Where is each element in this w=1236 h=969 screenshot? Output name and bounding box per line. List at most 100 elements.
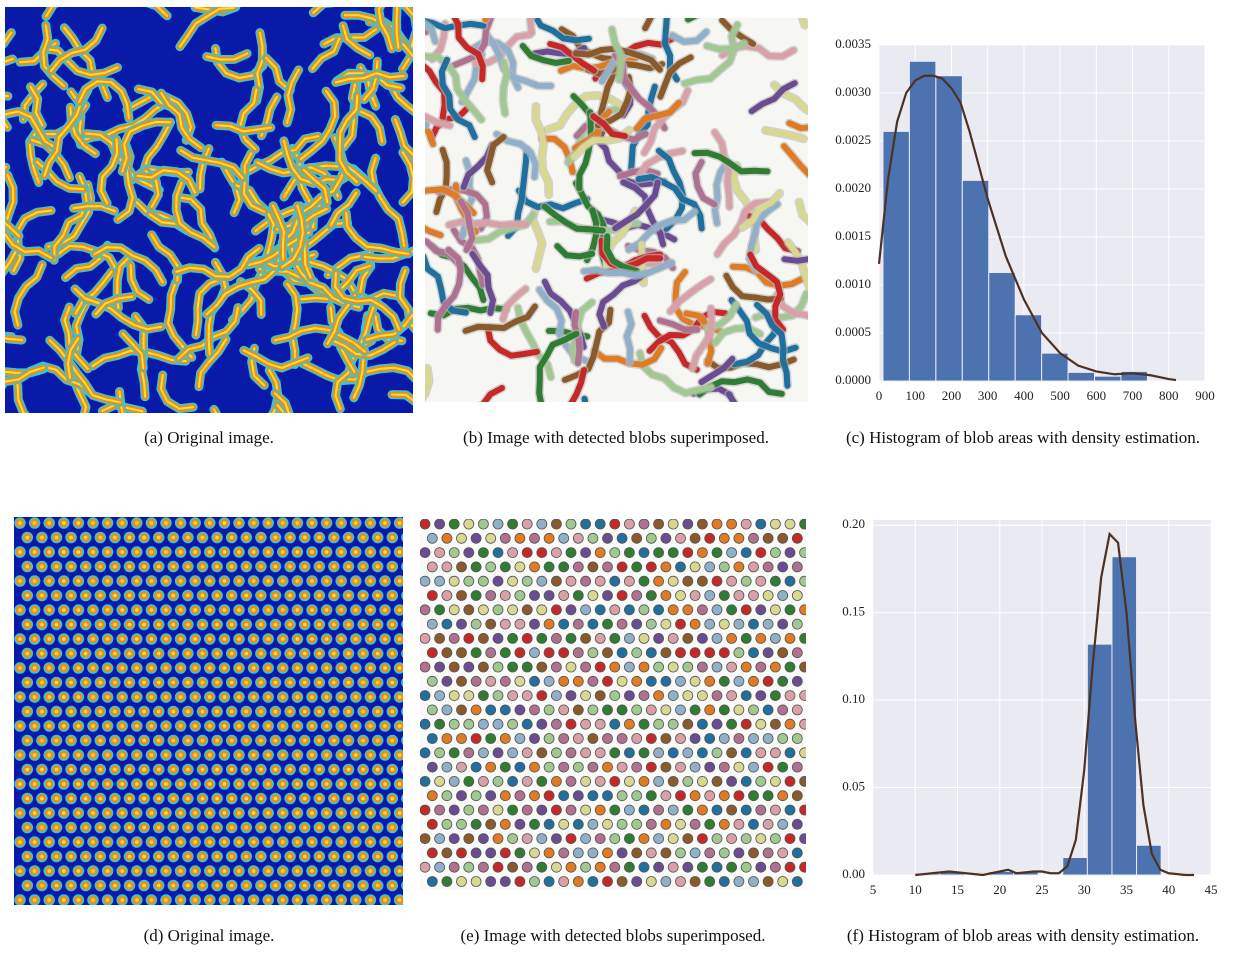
dot-core bbox=[303, 855, 307, 859]
blob bbox=[435, 519, 445, 529]
blob bbox=[639, 633, 649, 643]
blob bbox=[639, 834, 649, 844]
blob bbox=[778, 762, 788, 772]
dot-core bbox=[135, 898, 139, 902]
blob bbox=[800, 776, 810, 786]
blob bbox=[712, 748, 722, 758]
dot-core bbox=[252, 898, 256, 902]
blob bbox=[688, 0, 739, 20]
dot bbox=[402, 794, 412, 804]
dot-core bbox=[91, 579, 95, 583]
stripe bbox=[0, 381, 5, 428]
blob bbox=[778, 676, 788, 686]
blob bbox=[727, 748, 737, 758]
stripe bbox=[0, 381, 5, 428]
blob bbox=[639, 576, 649, 586]
dot-core bbox=[69, 826, 73, 830]
dot-core bbox=[405, 565, 409, 569]
dot-core bbox=[281, 724, 285, 728]
blob bbox=[551, 633, 561, 643]
dot bbox=[402, 852, 412, 862]
dot-core bbox=[164, 695, 168, 699]
blob bbox=[566, 662, 576, 672]
blob bbox=[741, 805, 751, 815]
dot-core bbox=[223, 869, 227, 873]
dot-core bbox=[128, 681, 132, 685]
blob bbox=[457, 562, 467, 572]
dot-core bbox=[62, 869, 66, 873]
blob bbox=[792, 848, 802, 858]
dot-core bbox=[135, 840, 139, 844]
dot-core bbox=[266, 811, 270, 815]
blob bbox=[785, 862, 795, 872]
dot-core bbox=[274, 768, 278, 772]
dot-core bbox=[230, 565, 234, 569]
blob bbox=[551, 662, 561, 672]
blob bbox=[530, 533, 540, 543]
dot-core bbox=[266, 637, 270, 641]
dot-core bbox=[106, 782, 110, 786]
blob bbox=[617, 848, 627, 858]
blob bbox=[770, 805, 780, 815]
dot-core bbox=[186, 855, 190, 859]
blob bbox=[756, 519, 766, 529]
dot-core bbox=[186, 768, 190, 772]
dot-core bbox=[325, 724, 329, 728]
dot-core bbox=[215, 681, 219, 685]
blob bbox=[683, 776, 693, 786]
blob bbox=[785, 748, 795, 758]
blob bbox=[573, 676, 583, 686]
blob bbox=[508, 748, 518, 758]
dot-core bbox=[62, 811, 66, 815]
dot-core bbox=[252, 724, 256, 728]
blob bbox=[683, 576, 693, 586]
dot-core bbox=[310, 666, 314, 670]
blob bbox=[727, 633, 737, 643]
dot-core bbox=[77, 898, 81, 902]
dot-core bbox=[193, 550, 197, 554]
blob bbox=[763, 533, 773, 543]
blob bbox=[697, 576, 707, 586]
dot-core bbox=[164, 579, 168, 583]
dot-core bbox=[91, 869, 95, 873]
blob bbox=[508, 605, 518, 615]
dot-core bbox=[69, 652, 73, 656]
blob bbox=[778, 619, 788, 629]
dot-core bbox=[18, 666, 22, 670]
blob bbox=[690, 705, 700, 715]
blob bbox=[690, 819, 700, 829]
dot-core bbox=[99, 652, 103, 656]
blob bbox=[654, 691, 664, 701]
blob bbox=[690, 619, 700, 629]
blob bbox=[617, 533, 627, 543]
blob bbox=[756, 576, 766, 586]
blob bbox=[522, 662, 532, 672]
blob bbox=[486, 819, 496, 829]
blob bbox=[756, 605, 766, 615]
dot-core bbox=[47, 666, 51, 670]
blob bbox=[719, 791, 729, 801]
blob bbox=[457, 819, 467, 829]
caption: (f) Histogram of blob areas with density… bbox=[823, 926, 1223, 945]
dot-core bbox=[84, 855, 88, 859]
blob bbox=[449, 748, 459, 758]
dot-core bbox=[33, 753, 37, 757]
dot-core bbox=[274, 565, 278, 569]
dot-core bbox=[106, 521, 110, 525]
dot-core bbox=[281, 579, 285, 583]
blob bbox=[603, 533, 613, 543]
dot-core bbox=[47, 811, 51, 815]
dot-core bbox=[193, 840, 197, 844]
blob bbox=[573, 591, 583, 601]
dot-core bbox=[383, 811, 387, 815]
dot-core bbox=[310, 637, 314, 641]
blob bbox=[778, 648, 788, 658]
blob bbox=[522, 548, 532, 558]
dot-core bbox=[106, 898, 110, 902]
dot-core bbox=[325, 695, 329, 699]
blob bbox=[595, 519, 605, 529]
blob bbox=[544, 619, 554, 629]
blob bbox=[683, 548, 693, 558]
dot-core bbox=[354, 782, 358, 786]
dot-core bbox=[296, 550, 300, 554]
